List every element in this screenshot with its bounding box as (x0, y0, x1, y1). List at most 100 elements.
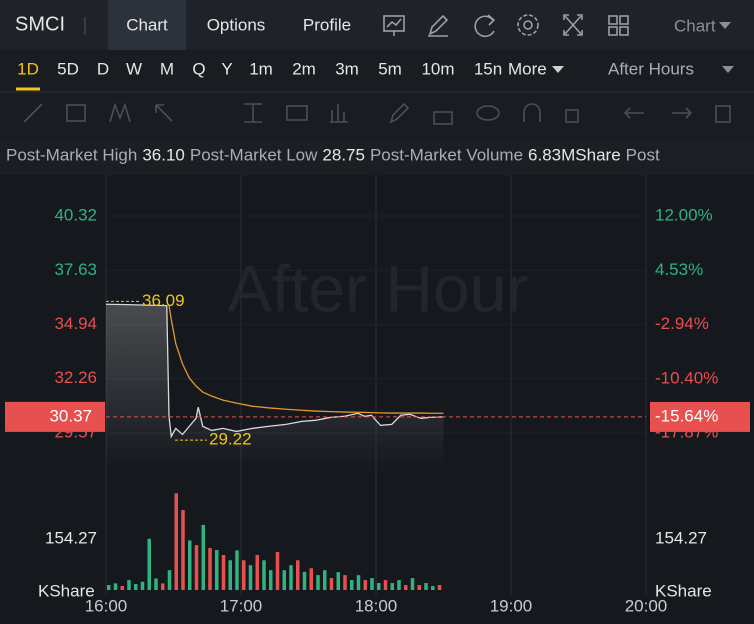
icon[interactable] (563, 14, 583, 36)
volume-bar (397, 580, 401, 590)
volume-bar (242, 560, 246, 590)
period[interactable]: Y (221, 59, 232, 78)
tool[interactable] (23, 103, 43, 123)
last-price-badge (5, 401, 105, 432)
volume-bar (383, 580, 388, 590)
tab[interactable]: Options (207, 15, 266, 34)
volume-bar (410, 578, 415, 590)
tab[interactable]: Profile (303, 15, 351, 34)
price-line (105, 303, 444, 439)
volume-bar (161, 583, 165, 590)
stat-label: Post-Market High (6, 145, 137, 164)
tool[interactable] (389, 102, 410, 124)
unit-label: KShare (655, 581, 712, 600)
stat-value: 28.75 (322, 145, 365, 164)
tool[interactable] (623, 107, 644, 119)
last-price: 30.37 (49, 406, 92, 425)
tab[interactable]: Chart (126, 15, 168, 34)
period[interactable]: 2m (292, 59, 316, 78)
volume-bar (194, 545, 199, 590)
period[interactable]: 15n (474, 59, 502, 78)
volume-bar (363, 580, 367, 590)
volume-bar (140, 581, 145, 590)
volume-bar (417, 585, 421, 590)
tool[interactable] (330, 104, 348, 123)
volume-bar (370, 578, 374, 590)
period[interactable]: 3m (335, 59, 359, 78)
volume-bar (201, 524, 205, 590)
volume-bar (323, 570, 327, 590)
tool[interactable] (476, 105, 500, 121)
tool[interactable] (109, 102, 131, 123)
high-label: 36.09 (142, 291, 185, 310)
period[interactable]: M (160, 59, 174, 78)
tool[interactable] (286, 105, 308, 121)
tool[interactable] (672, 107, 693, 119)
toolbar-icons (383, 14, 629, 38)
chart-menu[interactable]: Chart (674, 16, 716, 35)
dropdown-arrow (722, 66, 734, 73)
tool[interactable] (565, 109, 579, 123)
y-tick-label: 40.32 (54, 205, 97, 224)
period[interactable]: D (97, 59, 109, 78)
volume-bar (208, 548, 212, 590)
session-menu[interactable]: After Hours (608, 59, 694, 78)
volume-bar (329, 578, 334, 590)
volume-bar (390, 583, 394, 590)
symbol[interactable]: SMCI (15, 13, 65, 35)
icon[interactable] (517, 14, 539, 36)
volume-bar (181, 510, 185, 590)
unit-label: KShare (38, 581, 95, 600)
tool[interactable] (715, 105, 731, 123)
drawing-tools (23, 102, 731, 125)
volume-bar (302, 571, 307, 590)
y-tick-label: 154.27 (45, 529, 97, 548)
tool[interactable] (523, 103, 541, 122)
volume-bar (309, 568, 313, 590)
y-tick-label: 34.94 (54, 314, 97, 333)
volume-bar (262, 560, 266, 590)
tool[interactable] (66, 104, 86, 122)
volume-bar (154, 578, 158, 590)
y2-tick-label: 4.53% (655, 260, 703, 279)
period[interactable]: 10m (421, 59, 454, 78)
icon[interactable] (383, 15, 405, 36)
period[interactable]: 5D (57, 59, 79, 78)
volume-bar (282, 570, 286, 590)
period[interactable]: Q (192, 59, 205, 78)
period[interactable]: 5m (378, 59, 402, 78)
volume-bar (147, 538, 151, 590)
more-menu[interactable]: More (508, 59, 547, 78)
volume-bar (174, 493, 178, 590)
tool-area (0, 50, 754, 140)
y2-tick-label: -10.40% (655, 368, 718, 387)
volume-bar (107, 585, 111, 590)
y2-tick-label: 154.27 (655, 529, 707, 548)
average-line (168, 305, 444, 414)
volume-bar (228, 560, 232, 590)
period[interactable]: 1m (249, 59, 273, 78)
dropdown-arrow (719, 22, 731, 29)
volume-bar (424, 583, 428, 590)
stat-label: Post-Market Low (190, 145, 318, 164)
icon[interactable] (474, 14, 496, 38)
icon[interactable] (428, 14, 449, 37)
tool[interactable] (155, 104, 173, 122)
icon[interactable] (608, 15, 629, 36)
volume-bar (350, 580, 354, 590)
tool[interactable] (244, 103, 262, 123)
tool[interactable] (433, 111, 453, 125)
volume-bar (431, 586, 435, 590)
period[interactable]: 1D (17, 59, 39, 78)
period[interactable]: W (126, 59, 142, 78)
stat-value: 6.83MShare (528, 145, 621, 164)
volume-bar (275, 552, 280, 590)
y-tick-label: 37.63 (54, 260, 97, 279)
volume-bar (235, 550, 239, 590)
y2-tick-label: 12.00% (655, 205, 713, 224)
volume-bar (221, 554, 226, 590)
stat-label: Post (626, 145, 660, 164)
x-tick-label: 16:00 (85, 596, 128, 615)
volume-bar (269, 570, 273, 590)
